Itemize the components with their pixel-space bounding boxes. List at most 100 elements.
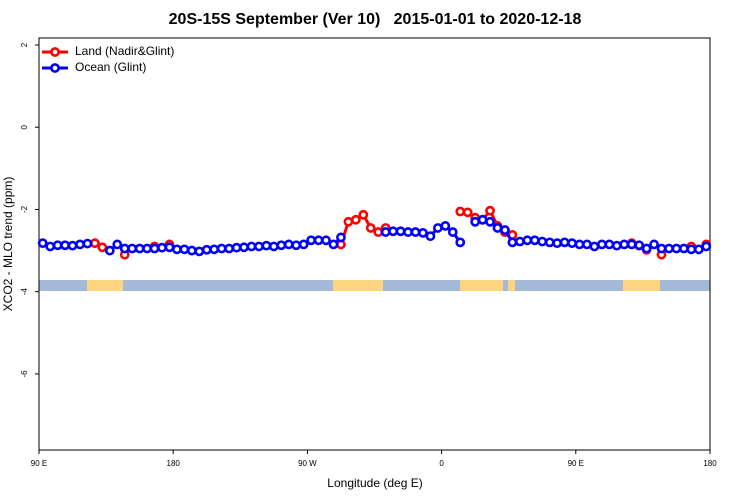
x-tick-label: 90 E xyxy=(568,459,584,468)
data-point xyxy=(67,240,78,251)
data-point xyxy=(97,242,108,253)
data-point xyxy=(336,232,346,243)
data-point xyxy=(343,216,354,227)
data-point xyxy=(611,240,622,251)
land-strip xyxy=(508,280,515,291)
data-point xyxy=(634,240,645,251)
data-point xyxy=(485,205,495,216)
data-point xyxy=(544,237,555,248)
data-point xyxy=(470,216,481,227)
data-point xyxy=(522,235,533,246)
data-point xyxy=(239,242,249,253)
data-point xyxy=(313,235,324,246)
legend-marker xyxy=(50,63,60,73)
data-point xyxy=(559,237,570,248)
data-point xyxy=(268,241,279,252)
data-point xyxy=(514,236,525,247)
data-point xyxy=(388,226,399,237)
data-point xyxy=(641,243,652,254)
data-point xyxy=(60,240,70,251)
data-point xyxy=(380,227,391,237)
data-point xyxy=(693,244,704,255)
x-tick-label: 180 xyxy=(167,459,181,468)
data-point xyxy=(425,231,436,242)
data-point xyxy=(455,237,466,248)
x-tick-label: 180 xyxy=(703,459,717,468)
data-point xyxy=(626,239,637,250)
data-point xyxy=(410,227,421,237)
legend-label: Ocean (Glint) xyxy=(75,60,146,74)
data-point xyxy=(432,223,443,233)
data-point xyxy=(149,243,160,254)
data-point xyxy=(507,237,518,248)
data-point xyxy=(246,241,257,252)
data-point xyxy=(291,240,302,251)
data-point xyxy=(321,235,331,246)
data-point xyxy=(477,214,488,225)
x-axis-label: Longitude (deg E) xyxy=(327,476,422,490)
x-tick-label: 0 xyxy=(439,459,444,468)
data-point xyxy=(395,226,406,237)
data-point xyxy=(350,214,361,225)
data-point xyxy=(179,244,190,255)
data-point xyxy=(649,239,659,250)
data-point xyxy=(209,244,220,255)
data-point xyxy=(164,242,175,253)
data-point xyxy=(261,240,272,251)
data-point xyxy=(283,239,294,250)
land-strip xyxy=(333,280,383,291)
data-point xyxy=(82,238,93,249)
data-point xyxy=(582,239,592,250)
data-point xyxy=(224,243,235,254)
data-point xyxy=(172,244,182,255)
data-point xyxy=(373,227,384,237)
y-axis-label: XCO2 - MLO trend (ppm) xyxy=(1,177,15,312)
data-point xyxy=(186,245,197,256)
chart-title: 20S-15S September (Ver 10) 2015-01-01 to… xyxy=(169,11,582,28)
data-point xyxy=(686,244,697,255)
data-point xyxy=(604,239,615,250)
data-point xyxy=(52,240,63,251)
data-point xyxy=(455,206,466,217)
land-strip xyxy=(460,280,503,291)
surface-strip xyxy=(39,280,710,291)
data-point xyxy=(589,241,600,252)
y-tick-label: 2 xyxy=(20,42,29,47)
y-tick-label: -2 xyxy=(20,205,29,213)
data-point xyxy=(75,239,85,250)
data-point xyxy=(157,242,167,253)
data-point xyxy=(365,223,376,233)
data-point xyxy=(656,243,667,254)
data-point xyxy=(358,209,369,220)
data-point xyxy=(418,227,428,238)
data-point xyxy=(45,241,56,252)
data-point xyxy=(254,241,264,252)
data-point xyxy=(201,244,212,255)
data-point xyxy=(142,243,153,254)
y-tick-label: -4 xyxy=(20,288,29,296)
y-tick-label: -6 xyxy=(20,370,29,378)
x-tick-label: 90 E xyxy=(31,459,47,468)
data-point xyxy=(671,243,682,254)
data-point xyxy=(500,225,510,235)
data-point xyxy=(574,239,585,250)
data-point xyxy=(119,243,130,254)
data-point xyxy=(492,223,503,233)
data-point xyxy=(403,227,413,237)
data-point xyxy=(276,240,287,251)
data-point xyxy=(37,238,48,249)
data-point xyxy=(112,239,123,250)
data-point xyxy=(104,245,115,256)
data-point xyxy=(552,238,563,249)
data-point xyxy=(134,243,145,254)
data-point xyxy=(462,207,473,218)
data-point xyxy=(440,221,451,231)
data-point xyxy=(216,243,227,254)
data-point xyxy=(328,239,339,250)
data-point xyxy=(679,243,689,254)
y-tick-label: 0 xyxy=(20,124,29,129)
data-point xyxy=(194,246,205,257)
data-point xyxy=(596,239,607,250)
data-point xyxy=(298,239,309,250)
